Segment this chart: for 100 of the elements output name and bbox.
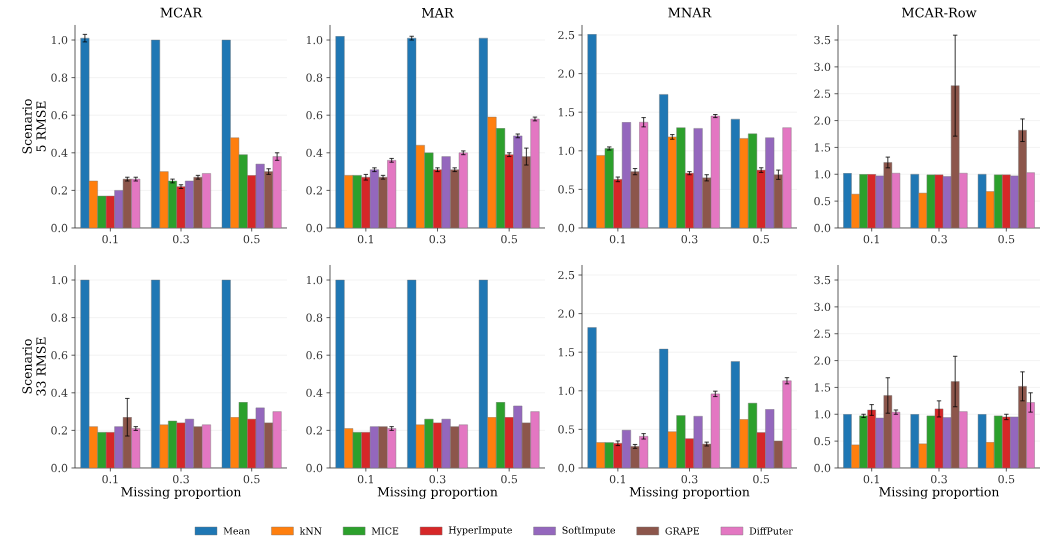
y-tick-label: 0.0 <box>814 223 831 233</box>
y-tick-label: 0.6 <box>306 351 323 360</box>
y-axis-title: Scenario 33 RMSE <box>22 337 46 396</box>
bar <box>604 148 614 228</box>
y-tick-label: 1.0 <box>814 170 831 179</box>
x-tick-label: 0.1 <box>357 475 373 484</box>
y-tick-label: 0.2 <box>51 186 67 195</box>
y-tick-label: 1.5 <box>558 108 575 117</box>
x-tick-label: 0.1 <box>609 475 625 484</box>
y-tick-label: 1.0 <box>51 275 68 285</box>
bar <box>264 171 274 228</box>
y-tick-label: 0.2 <box>306 426 322 435</box>
y-tick-label: 0.6 <box>51 111 68 120</box>
x-tick-label: 0.3 <box>429 235 446 244</box>
y-tick-label: 1.5 <box>814 143 831 152</box>
bar <box>369 169 379 228</box>
legend-label: GRAPE <box>665 527 699 535</box>
y-tick-label: 0.0 <box>814 463 831 473</box>
y-tick-label: 0.8 <box>51 73 68 82</box>
bar <box>693 128 703 228</box>
chart-title: MNAR <box>668 7 712 18</box>
legend-label: DiffPuter <box>749 527 793 535</box>
y-tick-label: 2.5 <box>558 30 575 40</box>
y-tick-label: 3.0 <box>814 62 831 72</box>
y-tick-label: 1.0 <box>51 35 68 45</box>
y-tick-label: 2.5 <box>558 270 575 280</box>
bar <box>193 177 203 228</box>
x-axis-title: Missing proportion <box>629 487 750 500</box>
x-tick-label: 0.5 <box>753 475 770 484</box>
x-tick-label: 0.3 <box>173 475 189 484</box>
bar <box>756 169 766 228</box>
y-tick-label: 0.5 <box>814 437 831 446</box>
x-tick-label: 0.5 <box>998 475 1015 484</box>
bar <box>693 416 703 468</box>
y-tick-label: 1.0 <box>558 386 575 395</box>
bar <box>710 115 720 228</box>
y-axis-title: Scenario 5 RMSE <box>22 99 46 154</box>
chart-title: MAR <box>421 8 454 18</box>
x-tick-label: 0.1 <box>102 235 118 244</box>
bar <box>513 135 523 228</box>
bar <box>685 172 695 228</box>
y-tick-label: 0.4 <box>306 148 323 157</box>
x-tick-label: 0.1 <box>357 235 373 244</box>
bar <box>159 171 169 228</box>
x-tick-label: 0.5 <box>243 235 260 244</box>
x-tick-label: 0.5 <box>243 475 260 484</box>
x-axis-title: Missing proportion <box>879 487 1000 500</box>
bar <box>424 418 434 468</box>
chart-title: MCAR-Row <box>902 7 977 18</box>
x-tick-label: 0.5 <box>998 235 1015 244</box>
chart-title: MCAR <box>160 7 203 18</box>
y-tick-label: 1.0 <box>306 275 323 285</box>
x-tick-label: 0.5 <box>501 235 518 244</box>
x-tick-label: 0.3 <box>681 475 698 484</box>
y-tick-label: 0.5 <box>558 425 575 434</box>
y-tick-label: 0.5 <box>558 185 575 194</box>
bar <box>335 279 345 468</box>
y-tick-label: 0.6 <box>306 111 323 120</box>
y-tick-label: 0.4 <box>51 148 68 157</box>
y-tick-label: 1.5 <box>558 348 575 357</box>
bar <box>193 426 203 468</box>
x-tick-label: 0.3 <box>681 235 698 244</box>
y-tick-label: 2.0 <box>814 356 831 365</box>
y-tick-label: 3.5 <box>814 275 831 285</box>
x-tick-label: 0.1 <box>863 235 879 244</box>
y-tick-label: 0.8 <box>306 313 323 322</box>
y-tick-label: 2.0 <box>558 69 575 78</box>
y-tick-label: 0.4 <box>306 388 323 397</box>
y-tick-label: 2.5 <box>814 89 831 98</box>
bar <box>676 127 686 228</box>
bar <box>424 152 434 228</box>
bar <box>782 127 792 228</box>
bar <box>676 415 686 468</box>
legend-label: MICE <box>371 527 399 535</box>
bar <box>122 417 132 468</box>
legend-label: SoftImpute <box>562 526 616 536</box>
x-tick-label: 0.3 <box>173 235 189 244</box>
y-tick-label: 3.0 <box>814 302 831 312</box>
y-tick-label: 0.8 <box>51 313 68 322</box>
legend-label: Mean <box>223 527 250 535</box>
y-tick-label: 0.2 <box>306 186 322 195</box>
bar <box>176 186 186 228</box>
x-tick-label: 0.3 <box>931 235 947 244</box>
bar <box>159 424 169 468</box>
bar <box>122 178 132 228</box>
y-tick-label: 2.0 <box>558 309 575 318</box>
y-tick-label: 0.5 <box>814 196 831 206</box>
x-tick-label: 0.1 <box>863 475 879 484</box>
y-tick-label: 0.6 <box>51 351 68 360</box>
x-tick-label: 0.1 <box>102 475 118 484</box>
y-tick-label: 2.0 <box>814 116 831 125</box>
y-tick-label: 0.2 <box>51 426 67 435</box>
y-tick-label: 0.4 <box>51 388 68 397</box>
bar <box>639 122 649 228</box>
y-tick-label: 0.0 <box>51 463 68 473</box>
y-tick-label: 1.0 <box>306 35 323 45</box>
y-tick-label: 1.0 <box>558 146 575 155</box>
x-tick-label: 0.3 <box>429 475 446 484</box>
bar <box>80 37 90 228</box>
y-tick-label: 0.0 <box>306 223 323 233</box>
